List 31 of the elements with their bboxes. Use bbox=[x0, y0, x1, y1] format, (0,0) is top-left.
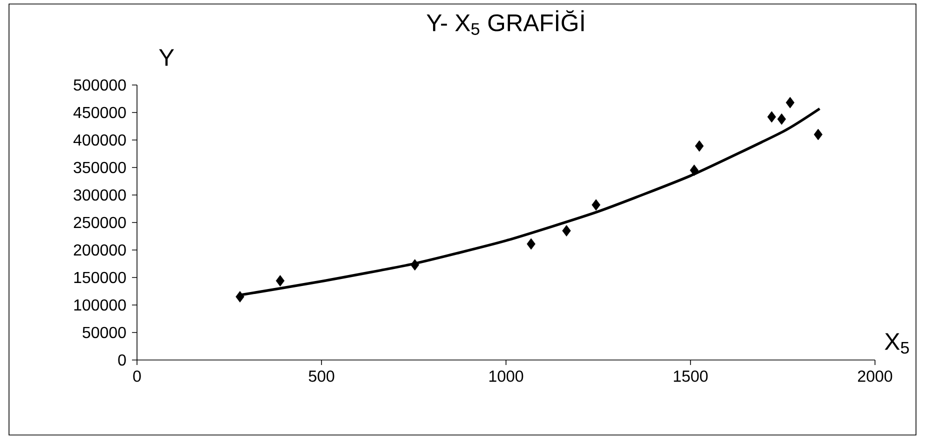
point bbox=[695, 140, 704, 152]
y-tick-label: 250000 bbox=[74, 216, 126, 228]
y-tick-label: 350000 bbox=[74, 162, 126, 174]
point bbox=[236, 291, 244, 302]
y-tick-label: 0 bbox=[118, 354, 126, 366]
point bbox=[276, 275, 284, 286]
x-tick-label: 1000 bbox=[489, 370, 524, 382]
y-tick-label: 50000 bbox=[82, 326, 126, 338]
point bbox=[410, 259, 420, 271]
y-axis-title: Y bbox=[159, 49, 174, 66]
x-tick-label: 0 bbox=[133, 370, 141, 382]
point bbox=[814, 128, 822, 140]
y-tick-label: 450000 bbox=[73, 106, 126, 118]
point bbox=[592, 199, 600, 211]
point bbox=[562, 225, 571, 236]
point bbox=[767, 111, 776, 123]
point bbox=[777, 113, 786, 125]
x-tick-label: 500 bbox=[308, 370, 334, 382]
y-tick-label: 200000 bbox=[74, 244, 126, 256]
chart-title: Y- X$_{5}$ GRAFİĞİ bbox=[426, 10, 584, 35]
x-axis-title: X$_{5}$ bbox=[884, 333, 909, 354]
point bbox=[526, 238, 536, 250]
point bbox=[690, 164, 699, 176]
y-tick-label: 500000 bbox=[74, 79, 126, 91]
x-tick-label: 2000 bbox=[858, 370, 892, 382]
y-tick-label: 400000 bbox=[73, 134, 126, 146]
y-tick-label: 100000 bbox=[74, 299, 126, 311]
y-tick-label: 300000 bbox=[74, 189, 126, 201]
y-tick-label: 150000 bbox=[74, 272, 126, 284]
x-tick-label: 1500 bbox=[674, 370, 708, 382]
point bbox=[786, 96, 794, 108]
